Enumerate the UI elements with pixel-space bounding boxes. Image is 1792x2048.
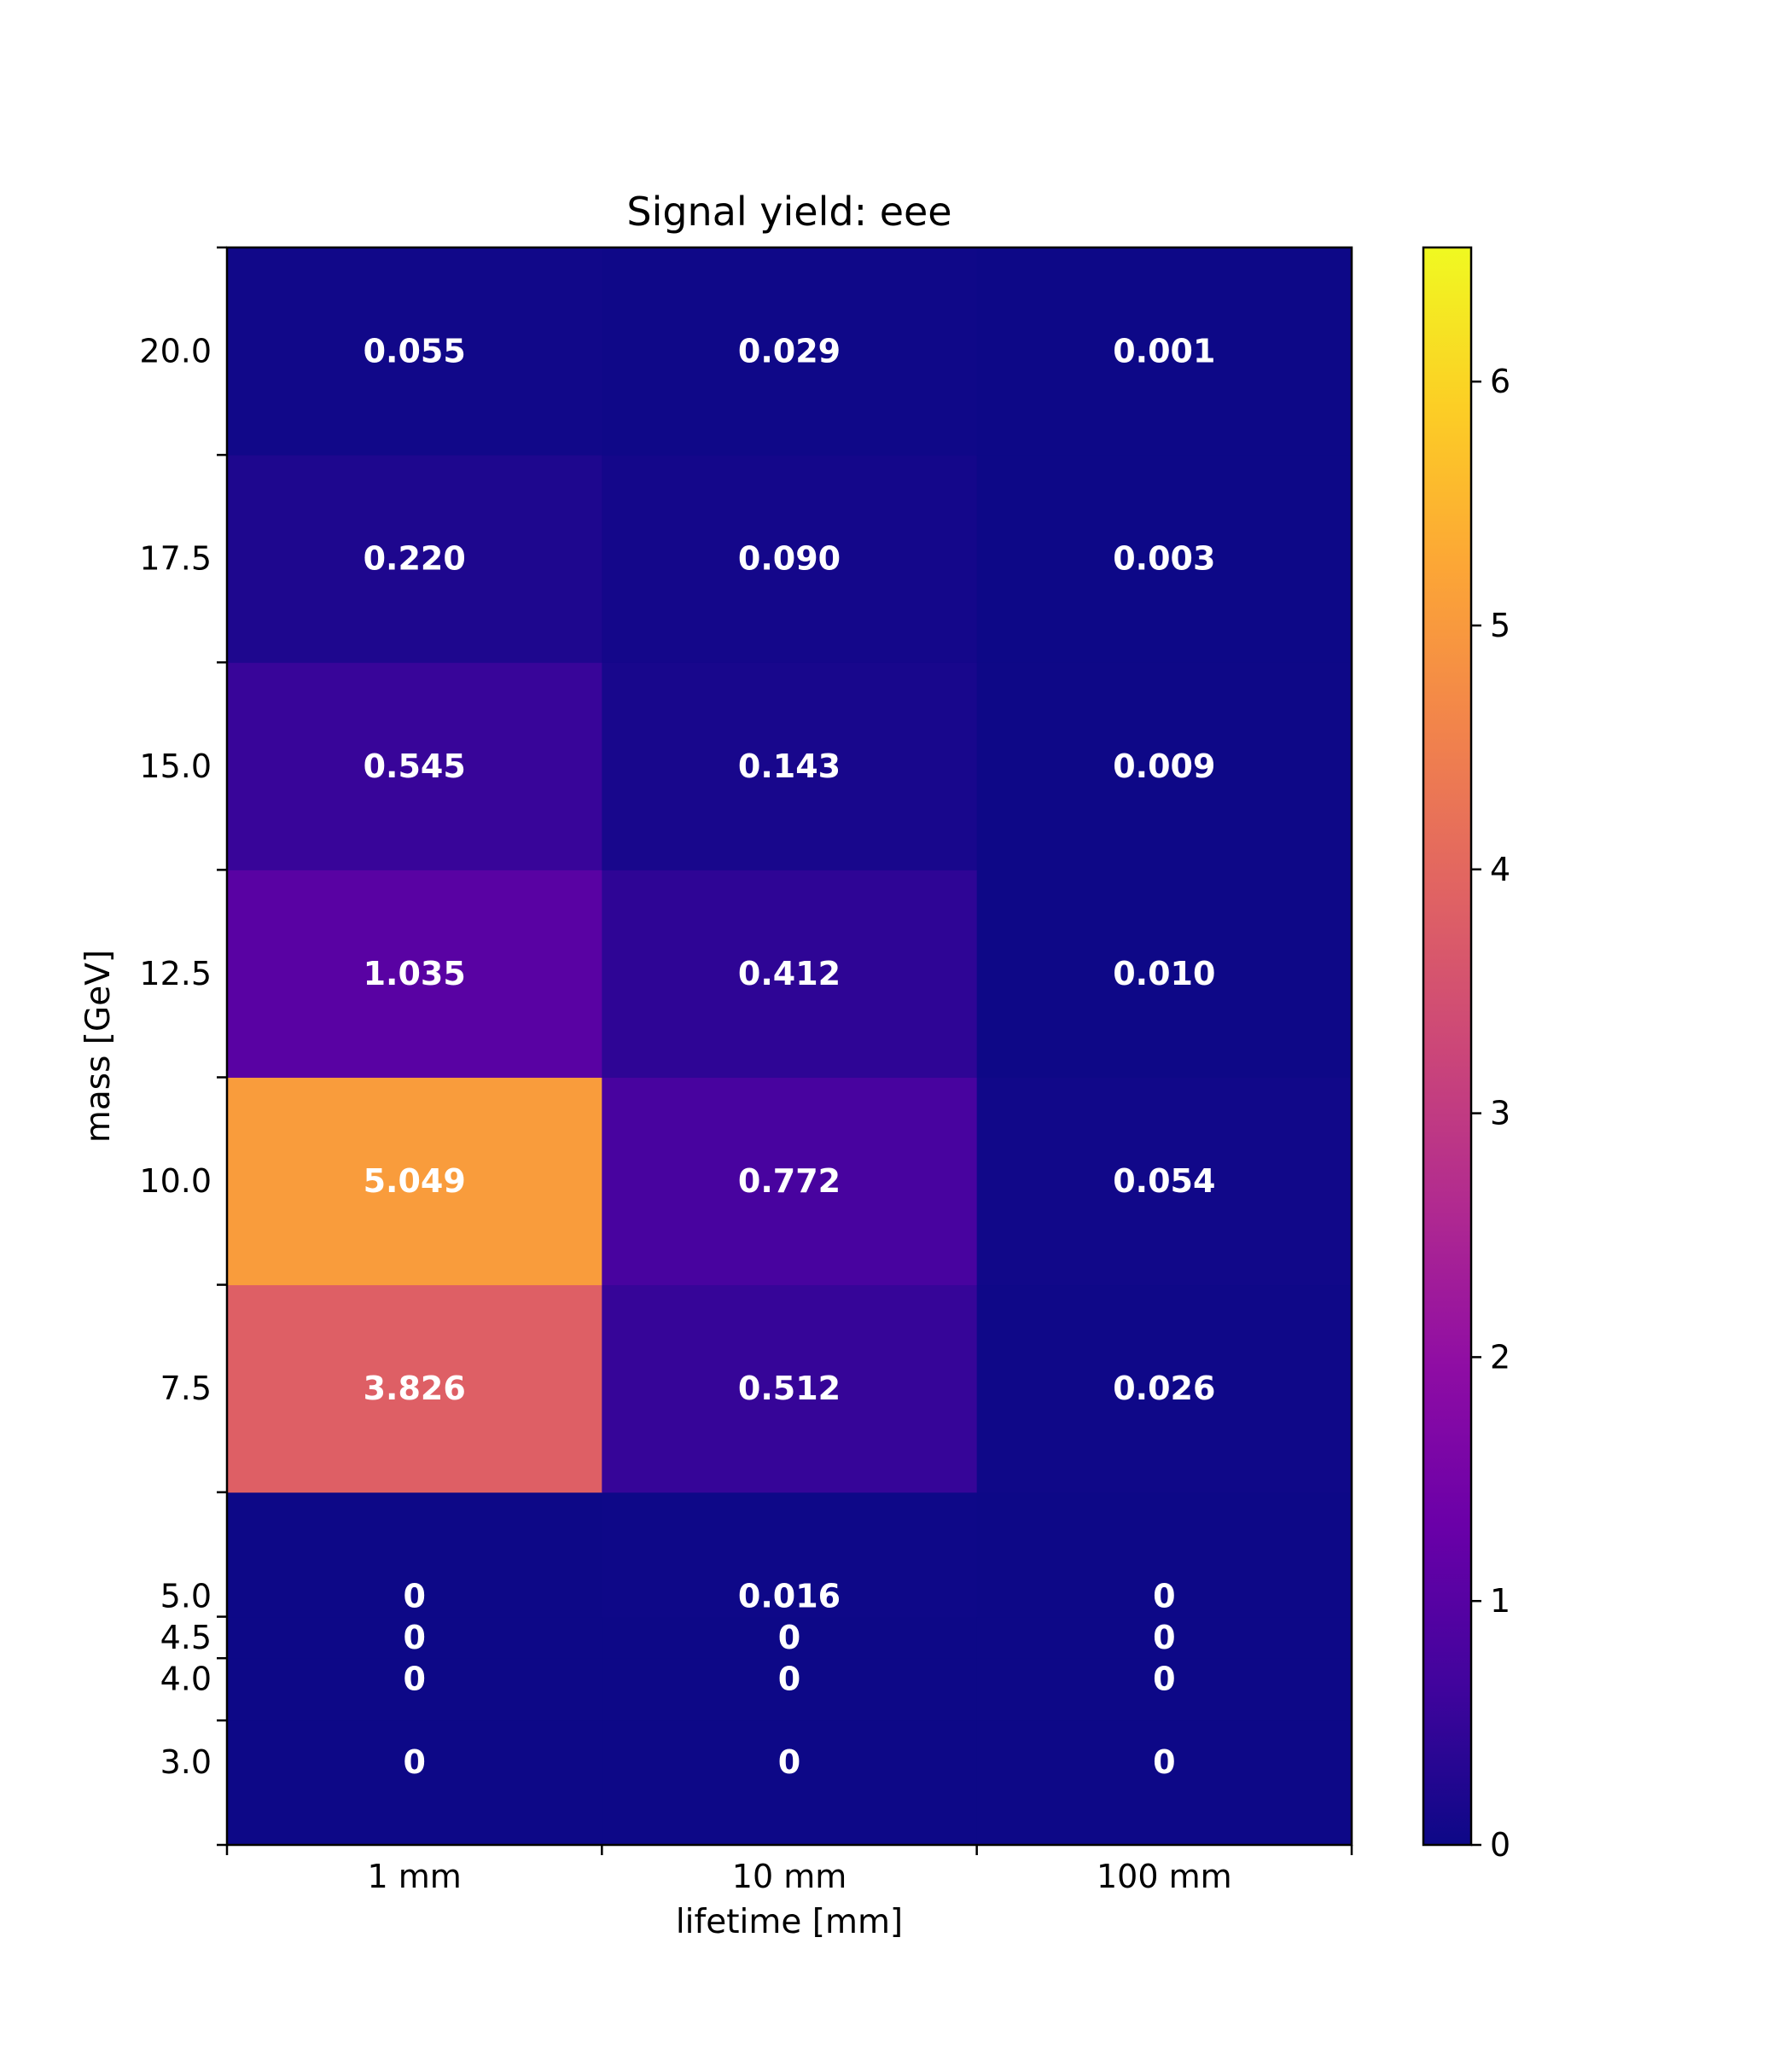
cell-value-label: 1.035 bbox=[364, 955, 466, 992]
heatmap-cell bbox=[227, 1077, 602, 1286]
heatmap-cells bbox=[227, 247, 1353, 1846]
x-tick-label: 100 mm bbox=[1097, 1858, 1232, 1895]
cell-value-label: 0.512 bbox=[738, 1370, 841, 1407]
cell-value-label: 0.772 bbox=[738, 1162, 841, 1200]
heatmap-cell bbox=[976, 1658, 1353, 1721]
cell-value-label: 0.001 bbox=[1113, 333, 1215, 370]
heatmap-cell bbox=[227, 1658, 602, 1721]
cell-value-label: 0.026 bbox=[1113, 1370, 1215, 1407]
cell-value-label: 0 bbox=[403, 1577, 425, 1615]
cell-value-label: 0.010 bbox=[1113, 955, 1215, 992]
colorbar-tick-label: 5 bbox=[1490, 607, 1510, 644]
cell-value-label: 0.029 bbox=[738, 333, 841, 370]
x-tick-label: 10 mm bbox=[732, 1858, 847, 1895]
heatmap-cell bbox=[227, 870, 602, 1078]
heatmap-cell bbox=[976, 1077, 1353, 1286]
cell-value-label: 0 bbox=[778, 1743, 800, 1781]
cell-value-label: 0.412 bbox=[738, 955, 841, 992]
cell-value-label: 0 bbox=[1153, 1661, 1175, 1698]
cell-value-label: 0 bbox=[403, 1743, 425, 1781]
cell-value-label: 5.049 bbox=[364, 1162, 466, 1200]
colorbar-tick-label: 0 bbox=[1490, 1826, 1510, 1864]
heatmap-cell bbox=[976, 455, 1353, 663]
cell-value-label: 0 bbox=[1153, 1619, 1175, 1656]
cell-value-label: 0 bbox=[1153, 1743, 1175, 1781]
cell-value-label: 0 bbox=[403, 1619, 425, 1656]
y-tick-label: 15.0 bbox=[139, 748, 212, 785]
y-tick-label: 12.5 bbox=[139, 955, 212, 992]
y-tick-label: 10.0 bbox=[139, 1162, 212, 1200]
heatmap-cell bbox=[602, 1284, 978, 1493]
heatmap-cell bbox=[227, 1616, 602, 1659]
colorbar-tick-label: 1 bbox=[1490, 1582, 1510, 1620]
heatmap-cell bbox=[602, 1658, 978, 1721]
colorbar: 0 1 2 3 4 5 6 bbox=[1422, 246, 1510, 1864]
cell-value-label: 0.009 bbox=[1113, 748, 1215, 785]
cell-value-label: 0 bbox=[1153, 1577, 1175, 1615]
y-axis-label: mass [GeV] bbox=[79, 950, 118, 1143]
heatmap-cell bbox=[602, 1720, 978, 1846]
heatmap-cell bbox=[602, 870, 978, 1078]
y-tick-label: 7.5 bbox=[160, 1370, 212, 1407]
colorbar-tick-label: 3 bbox=[1490, 1095, 1510, 1132]
colorbar-tick-label: 6 bbox=[1490, 363, 1510, 400]
heatmap-cell bbox=[976, 870, 1353, 1078]
heatmap-cell bbox=[976, 1616, 1353, 1659]
colorbar-tick-label: 2 bbox=[1490, 1338, 1510, 1376]
heatmap-cell bbox=[976, 662, 1353, 870]
colorbar-tick-label: 4 bbox=[1490, 851, 1510, 888]
heatmap-cell bbox=[227, 1720, 602, 1846]
cell-value-label: 0.220 bbox=[364, 540, 466, 578]
heatmap-cell bbox=[602, 1077, 978, 1286]
cell-value-label: 0.143 bbox=[738, 748, 841, 785]
heatmap-cell bbox=[976, 1720, 1353, 1846]
y-tick-label: 17.5 bbox=[139, 540, 212, 578]
y-tick-label: 4.0 bbox=[160, 1661, 212, 1698]
cell-value-label: 0 bbox=[403, 1661, 425, 1698]
heatmap-cell bbox=[602, 455, 978, 663]
heatmap-cell bbox=[602, 1616, 978, 1659]
heatmap-cell bbox=[976, 1284, 1353, 1493]
heatmap-cell bbox=[602, 247, 978, 456]
heatmap-cell bbox=[976, 1492, 1353, 1618]
y-tick-label: 3.0 bbox=[160, 1743, 212, 1781]
x-axis-label: lifetime [mm] bbox=[676, 1903, 903, 1941]
heatmap-cell bbox=[976, 247, 1353, 456]
cell-value-label: 0.090 bbox=[738, 540, 841, 578]
cell-value-label: 0 bbox=[778, 1661, 800, 1698]
chart-title: Signal yield: eee bbox=[626, 189, 951, 235]
heatmap-cell bbox=[227, 455, 602, 663]
cell-value-label: 0.003 bbox=[1113, 540, 1215, 578]
heatmap-cell bbox=[227, 1284, 602, 1493]
y-axis: 3.0 4.0 4.5 5.0 7.5 10.0 12.5 15.0 17.5 20.0 bbox=[139, 246, 227, 1847]
colorbar-gradient bbox=[1422, 246, 1473, 1847]
heatmap-cell bbox=[227, 1492, 602, 1618]
heatmap-cell bbox=[227, 247, 602, 456]
cell-value-label: 0.016 bbox=[738, 1577, 841, 1615]
cell-value-label: 0.545 bbox=[364, 748, 466, 785]
cell-value-label: 0.055 bbox=[364, 333, 466, 370]
cell-value-label: 3.826 bbox=[364, 1370, 466, 1407]
x-tick-label: 1 mm bbox=[368, 1858, 462, 1895]
heatmap-cell bbox=[602, 1492, 978, 1618]
y-tick-label: 20.0 bbox=[139, 333, 212, 370]
heatmap-cell bbox=[602, 662, 978, 870]
cell-value-label: 0 bbox=[778, 1619, 800, 1656]
cell-value-label: 0.054 bbox=[1113, 1162, 1215, 1200]
heatmap-cell-labels: 0 0 0 0 0 0 0 0 0 0 0.016 0 3.826 0.512 0.026 5.049 0.77… bbox=[364, 333, 1216, 1781]
y-tick-label: 5.0 bbox=[160, 1577, 212, 1615]
x-axis: 1 mm 10 mm 100 mm bbox=[225, 1845, 1353, 1895]
heatmap-cell bbox=[227, 662, 602, 870]
y-tick-label: 4.5 bbox=[160, 1619, 212, 1656]
plot-frame bbox=[225, 246, 1353, 1847]
